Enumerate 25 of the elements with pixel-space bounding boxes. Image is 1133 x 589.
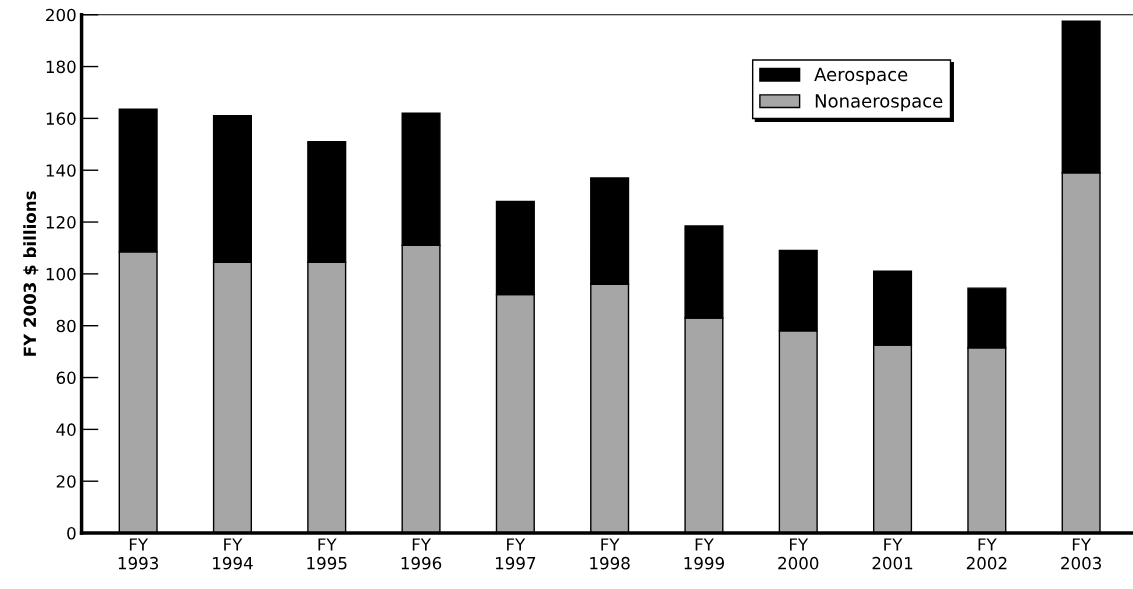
y-tick-label: 160	[46, 112, 76, 125]
x-tick-label: FY 1993	[118, 538, 159, 570]
y-tick-label: 140	[46, 164, 76, 177]
x-tick-label: FY 1997	[495, 538, 536, 570]
x-tick-label: FY 1994	[213, 538, 253, 570]
legend-label: Aerospace	[814, 67, 908, 85]
y-tick-label: 180	[46, 60, 76, 74]
y-tick-label: 0	[67, 527, 76, 540]
x-tick-label: FY 1995	[307, 538, 347, 570]
x-tick-label: FY 2002	[966, 538, 1007, 570]
y-tick-label: 40	[56, 423, 76, 436]
y-tick-label: 200	[46, 8, 76, 22]
x-tick-label: FY 2001	[872, 538, 913, 570]
x-tick-label: FY 2000	[778, 538, 819, 570]
y-tick-label: 60	[56, 371, 76, 385]
y-tick-label: 120	[46, 216, 76, 229]
x-tick-label: FY 2003	[1061, 538, 1102, 570]
legend-label: Nonaerospace	[815, 94, 943, 112]
x-tick-label: FY 1999	[684, 538, 724, 570]
y-tick-label: 80	[56, 319, 76, 333]
y-axis-title: FY 2003 $ billions	[23, 191, 39, 356]
x-tick-label: FY 1996	[401, 538, 442, 570]
x-tick-label: FY 1998	[590, 538, 630, 570]
y-tick-label: 20	[56, 475, 76, 488]
y-tick-label: 100	[46, 267, 76, 281]
